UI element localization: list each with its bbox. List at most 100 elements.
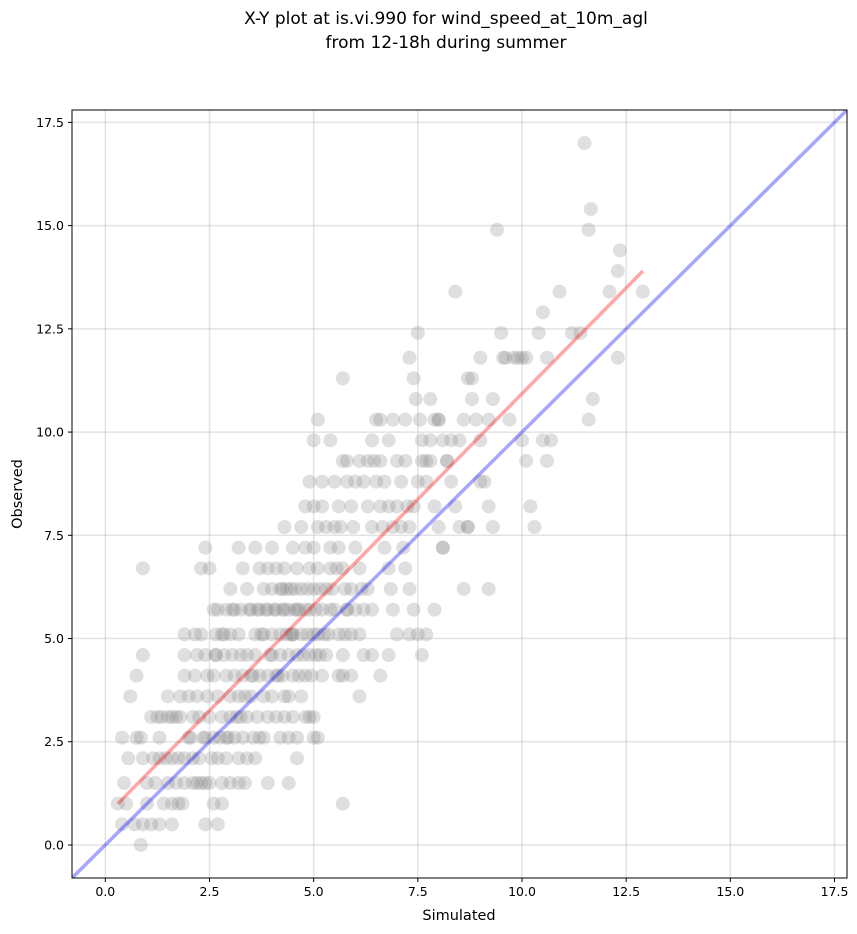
- data-point: [329, 561, 344, 576]
- data-point: [290, 730, 304, 745]
- data-point: [292, 602, 307, 617]
- data-point: [298, 540, 313, 555]
- y-axis-label: Observed: [10, 459, 26, 529]
- data-point: [235, 561, 250, 576]
- regression-line: [116, 269, 645, 805]
- data-point: [331, 540, 346, 555]
- data-point: [246, 730, 261, 745]
- data-point: [531, 325, 546, 340]
- data-point: [527, 520, 542, 535]
- data-point: [227, 602, 242, 617]
- data-point: [577, 136, 592, 151]
- data-point: [223, 627, 238, 642]
- data-point: [515, 433, 529, 448]
- data-point: [240, 581, 254, 596]
- data-point: [381, 433, 396, 448]
- data-point: [215, 776, 229, 791]
- data-point: [190, 776, 204, 791]
- data-point: [154, 709, 169, 724]
- y-tick-label: 15.0: [36, 218, 64, 233]
- x-tick-label: 0.0: [95, 884, 115, 899]
- data-point: [360, 581, 375, 596]
- data-point: [177, 648, 192, 663]
- data-point: [227, 730, 242, 745]
- data-point: [346, 520, 361, 535]
- data-point: [231, 540, 246, 555]
- x-tick-label: 15.0: [716, 884, 744, 899]
- data-point: [581, 412, 596, 427]
- y-tick-label: 5.0: [44, 631, 64, 646]
- data-point: [367, 453, 382, 468]
- data-point: [267, 602, 282, 617]
- data-point: [485, 392, 500, 407]
- data-point: [208, 648, 223, 663]
- data-point: [265, 581, 279, 596]
- data-point: [294, 627, 309, 642]
- data-point: [127, 817, 142, 832]
- data-point: [440, 453, 454, 468]
- data-point: [377, 540, 392, 555]
- data-point: [169, 709, 184, 724]
- data-point: [390, 627, 404, 642]
- data-point: [412, 412, 427, 427]
- data-point: [185, 751, 200, 766]
- data-point: [231, 689, 246, 704]
- data-point: [300, 627, 315, 642]
- data-point: [194, 776, 209, 791]
- data-point: [160, 689, 175, 704]
- data-point: [196, 730, 211, 745]
- data-point: [115, 730, 129, 745]
- data-point: [206, 730, 221, 745]
- data-point: [498, 350, 513, 365]
- data-point: [177, 776, 192, 791]
- data-point: [377, 474, 392, 489]
- data-point: [356, 648, 371, 663]
- data-point: [135, 561, 150, 576]
- data-point: [165, 817, 179, 832]
- data-point: [140, 796, 154, 811]
- data-point: [465, 392, 479, 407]
- data-point: [156, 796, 171, 811]
- data-point: [369, 474, 384, 489]
- data-point: [327, 602, 342, 617]
- data-point: [406, 499, 421, 514]
- data-point: [260, 709, 275, 724]
- data-point: [369, 412, 384, 427]
- data-point: [287, 602, 302, 617]
- data-point: [519, 453, 534, 468]
- data-point: [285, 668, 300, 683]
- data-point: [398, 453, 413, 468]
- data-point: [129, 668, 144, 683]
- data-point: [198, 540, 213, 555]
- data-point: [427, 602, 442, 617]
- data-point: [260, 602, 275, 617]
- y-tick-label: 0.0: [44, 837, 64, 852]
- data-point: [248, 627, 263, 642]
- plot-frame: [71, 109, 848, 879]
- data-point: [340, 474, 354, 489]
- data-point: [515, 350, 529, 365]
- data-point: [298, 709, 313, 724]
- data-point: [419, 453, 434, 468]
- data-point: [325, 581, 340, 596]
- data-point: [306, 499, 321, 514]
- data-point: [277, 709, 292, 724]
- data-point: [223, 581, 238, 596]
- data-point: [427, 412, 442, 427]
- data-point: [246, 668, 261, 683]
- data-point: [344, 499, 359, 514]
- x-tick-label: 7.5: [408, 884, 428, 899]
- data-point: [354, 581, 369, 596]
- data-point: [490, 222, 504, 237]
- data-point: [206, 796, 221, 811]
- data-point: [473, 350, 488, 365]
- data-point: [133, 730, 148, 745]
- data-point: [252, 730, 267, 745]
- data-point: [240, 709, 254, 724]
- x-tick-label: 17.5: [821, 884, 849, 899]
- data-point: [312, 648, 327, 663]
- data-point: [290, 561, 304, 576]
- data-point: [202, 561, 217, 576]
- data-point: [117, 776, 132, 791]
- data-point: [219, 602, 234, 617]
